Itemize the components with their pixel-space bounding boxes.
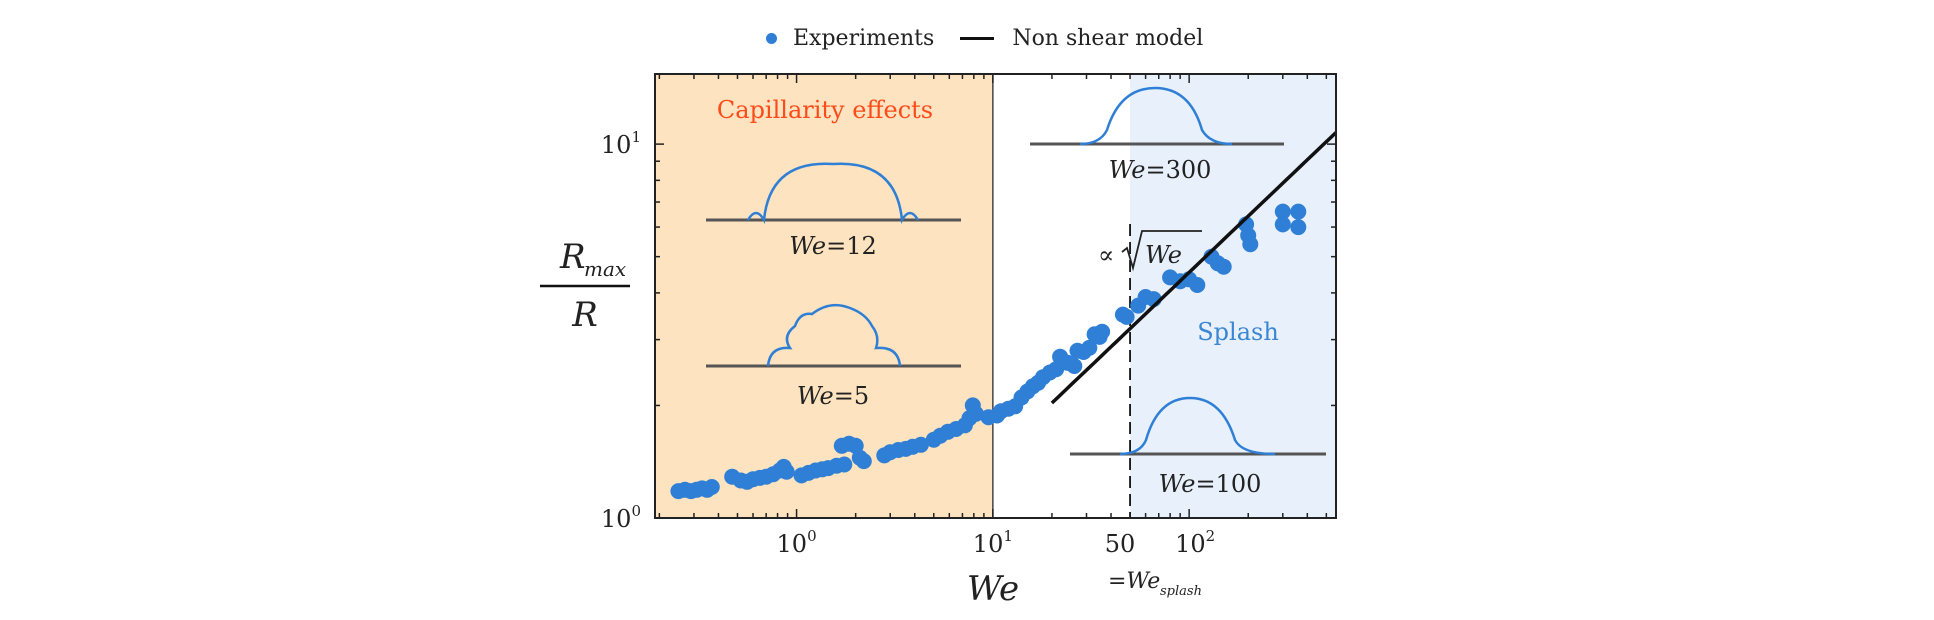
y-tick-exponent: 0 — [631, 502, 641, 520]
x-tick-base: 50 — [1105, 530, 1136, 558]
y-label-denominator: R — [571, 295, 598, 335]
x-tick-label: 50 — [1105, 530, 1136, 558]
x-tick-exponent: 2 — [1206, 527, 1216, 545]
experiment-point — [1274, 203, 1291, 220]
proportional-symbol: ∝ — [1098, 241, 1114, 269]
y-tick-label: 101 — [601, 128, 641, 159]
x-tick-base: 10 — [973, 530, 1004, 558]
drop-we100-shape — [1119, 396, 1276, 456]
model-line-icon — [960, 37, 995, 40]
experiment-point — [1066, 358, 1083, 374]
experiment-point — [1118, 308, 1135, 325]
experiment-point — [967, 405, 984, 422]
drop-label: We=300 — [1109, 156, 1212, 184]
splash-region-label: Splash — [1197, 318, 1279, 346]
x-tick-exponent: 1 — [1003, 527, 1013, 545]
sqrt-radical-icon — [1121, 230, 1202, 272]
experiment-point — [855, 453, 872, 470]
drop-label-variable: We — [797, 382, 834, 410]
legend-model-label: Non shear model — [1012, 26, 1204, 51]
x-tick-base: 10 — [777, 530, 808, 558]
x-tick-label: 102 — [1175, 527, 1215, 558]
experiment-point — [778, 463, 795, 480]
region-capillarity — [655, 74, 993, 518]
drop-label: We=5 — [797, 382, 869, 410]
x-tick-exponent: 0 — [807, 527, 817, 545]
experiment-point — [1215, 258, 1232, 275]
experiment-point — [703, 479, 720, 495]
y-tick-base: 10 — [601, 131, 632, 159]
y-label-subscript: max — [584, 257, 626, 281]
drop-label-value: =5 — [834, 382, 869, 410]
experiment-point — [1081, 339, 1098, 356]
non-shear-model-line — [1050, 131, 1338, 405]
experiment-point — [912, 436, 929, 453]
capillarity-region-label: Capillarity effects — [717, 96, 933, 124]
plot-frame — [654, 73, 1337, 519]
splash-threshold-label: =We splash — [1108, 569, 1202, 599]
x-tick-label: 101 — [973, 527, 1013, 558]
y-tick-exponent: 1 — [631, 128, 641, 146]
drop-label-value: =300 — [1146, 156, 1212, 184]
experiment-point — [836, 456, 853, 473]
drop-label-value: =100 — [1196, 470, 1262, 498]
x-axis-title: We — [967, 569, 1019, 609]
experiment-point — [1290, 219, 1307, 236]
drop-label: We=12 — [789, 232, 877, 260]
drop-we300-shape — [1079, 86, 1233, 146]
splash-threshold-subscript: splash — [1160, 584, 1202, 599]
y-tick-base: 10 — [601, 505, 632, 533]
splash-threshold-text: =We — [1108, 569, 1160, 594]
x-tick-base: 10 — [1175, 530, 1206, 558]
experiment-point — [1094, 323, 1111, 340]
experiments-marker-icon — [766, 33, 777, 44]
drop-label-variable: We — [1159, 470, 1196, 498]
drop-label-variable: We — [789, 232, 826, 260]
x-tick-label: 100 — [777, 527, 817, 558]
drop-label: We=100 — [1159, 470, 1262, 498]
experiment-point — [1189, 277, 1206, 293]
experiment-point — [1274, 216, 1291, 233]
y-label-numerator: R — [559, 237, 586, 277]
y-tick-label: 100 — [601, 502, 641, 533]
experiment-point — [1242, 236, 1259, 253]
legend-experiments-label: Experiments — [793, 26, 935, 51]
drop-we5-shape — [766, 303, 902, 367]
sqrt-radicand: We — [1145, 241, 1182, 269]
y-axis-label: R max R — [540, 237, 630, 335]
drop-we12-shape — [746, 162, 920, 225]
legend: Experiments Non shear model — [766, 26, 1203, 51]
experiment-point — [1290, 203, 1307, 220]
drop-label-variable: We — [1109, 156, 1146, 184]
sqrt-annotation: ∝ We — [1098, 230, 1202, 272]
x-axis-label: We — [967, 569, 1019, 609]
drop-label-value: =12 — [826, 232, 877, 260]
